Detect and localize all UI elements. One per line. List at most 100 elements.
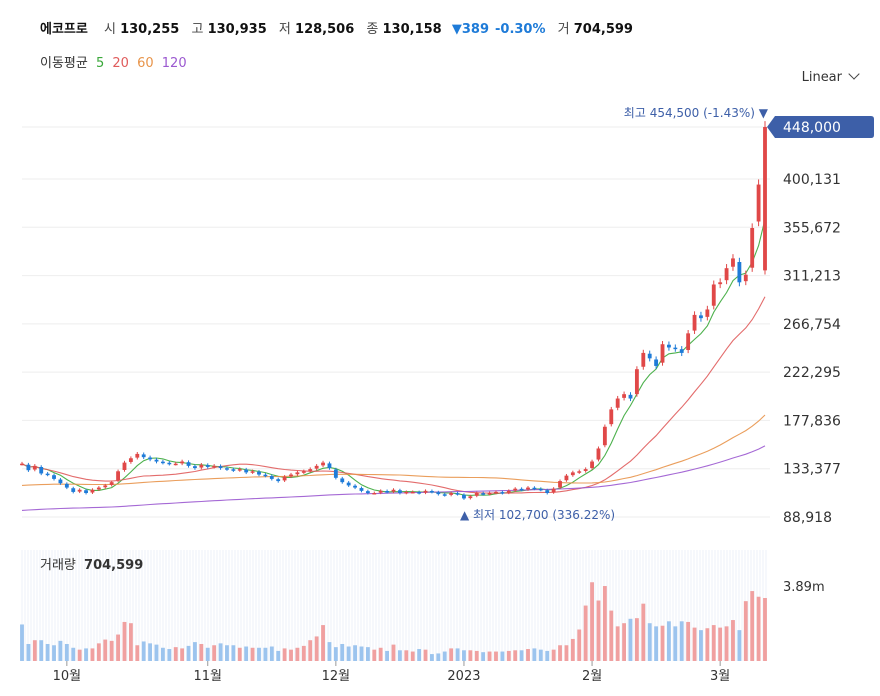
candle (103, 485, 108, 488)
high-value: 130,935 (207, 22, 267, 37)
candle (750, 228, 755, 268)
candle (250, 471, 255, 473)
moving-average-legend[interactable]: 이동평균 5 20 60 120 (40, 52, 191, 71)
volume-bar (410, 651, 415, 661)
volume-bar (711, 625, 716, 661)
volume-bar (39, 640, 44, 661)
candle (500, 492, 505, 494)
candle (583, 469, 588, 471)
candle (218, 466, 223, 469)
volume-bar (667, 621, 671, 661)
candle (462, 494, 466, 499)
candle (538, 488, 543, 491)
open-label: 시 (103, 22, 116, 37)
volume-bar (506, 650, 511, 661)
candle (353, 485, 357, 488)
candle (430, 491, 434, 493)
scale-dropdown[interactable]: Linear (802, 68, 860, 85)
ma-60-line (21, 414, 766, 486)
ma-20[interactable]: 20 (112, 56, 129, 71)
volume-bar (641, 603, 646, 661)
candle (391, 489, 396, 492)
volume-bar (494, 651, 498, 661)
volume-bar (596, 600, 601, 661)
volume-bar (654, 626, 659, 661)
candle (244, 469, 249, 473)
open-value: 130,255 (120, 22, 180, 37)
candle (333, 469, 338, 478)
volume-bar (173, 647, 178, 661)
volume-bar (545, 650, 550, 661)
volume-bar (295, 647, 300, 661)
candle (269, 476, 274, 479)
candle (397, 490, 402, 494)
candle (257, 471, 261, 475)
stock-name: 에코프로 (40, 22, 88, 37)
x-tick-label: 12월 (322, 669, 351, 684)
candle (282, 476, 287, 481)
candle (193, 466, 197, 469)
candle (340, 478, 345, 483)
volume-bar (353, 645, 357, 661)
volume-bar (442, 651, 447, 661)
candle (135, 453, 140, 458)
candle (731, 258, 735, 267)
candle (468, 496, 473, 499)
volume-bar (32, 640, 37, 661)
candle (481, 493, 486, 495)
volume-bar (128, 623, 133, 661)
volume-bar (212, 645, 217, 661)
candle (699, 315, 703, 319)
volume-bar (276, 650, 281, 661)
volume-bar (455, 648, 460, 661)
volume-bar (231, 645, 236, 661)
ma-5[interactable]: 5 (95, 56, 105, 71)
candle (545, 490, 550, 494)
candle (231, 469, 236, 471)
price-tick-label: 400,131 (783, 172, 841, 188)
candle (686, 333, 691, 350)
candle (237, 469, 242, 471)
candle (423, 490, 428, 493)
candle (455, 493, 460, 495)
candle (436, 492, 441, 495)
volume-bar (289, 649, 293, 661)
candle (558, 481, 562, 488)
volume-bar (333, 647, 338, 661)
volume-bar (20, 624, 24, 661)
candle (141, 454, 146, 458)
candle (667, 344, 671, 348)
ma-60[interactable]: 60 (137, 56, 154, 71)
volume-bar (532, 648, 537, 661)
current-price-tag: 448,000 (767, 116, 874, 138)
candle (622, 394, 627, 398)
volume-bar (321, 625, 325, 661)
volume-bar (359, 646, 364, 661)
volume-bar (269, 646, 274, 661)
candle (148, 457, 153, 460)
price-tick-label: 133,377 (783, 462, 841, 478)
candle (724, 268, 729, 281)
stock-header: 에코프로 시 130,255 고 130,935 저 128,506 종 130… (40, 18, 639, 37)
volume-bar (64, 643, 69, 661)
candle (679, 349, 684, 353)
volume-bar (404, 650, 409, 661)
volume-bar (628, 618, 633, 661)
volume-bar (71, 647, 76, 661)
candle (96, 487, 101, 490)
volume-bar (199, 643, 204, 661)
volume-bar (52, 645, 56, 661)
volume-value: 704,599 (573, 22, 633, 37)
volume-bar (77, 649, 82, 661)
volume-bar (397, 650, 402, 661)
volume-bar (263, 647, 268, 661)
ma-120[interactable]: 120 (161, 56, 187, 71)
min-price-annotation: ▲ 최저 102,700 (336.22%) (460, 508, 615, 522)
candle (26, 464, 31, 471)
candle (474, 493, 479, 496)
volume-bar (141, 641, 146, 661)
volume-bar (564, 645, 569, 661)
candle (276, 479, 281, 482)
volume-bar (122, 621, 127, 661)
